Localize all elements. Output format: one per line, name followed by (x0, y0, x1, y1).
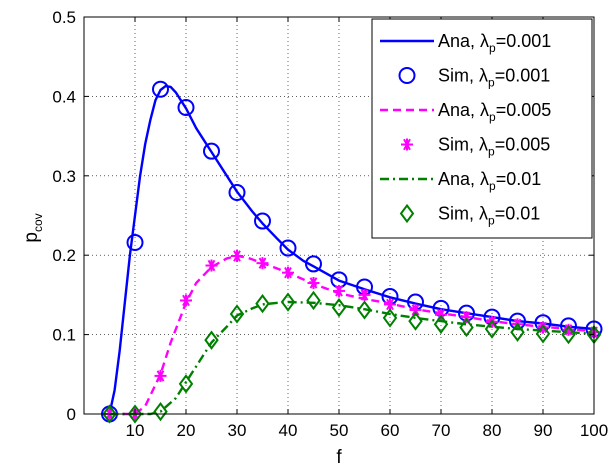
y-tick-label: 0.1 (52, 326, 76, 345)
data-point-diamond (331, 297, 347, 318)
x-tick-label: 70 (432, 421, 451, 440)
data-point-circle (279, 239, 297, 257)
data-point-circle (152, 80, 169, 98)
data-point-asterisk (256, 257, 269, 270)
series-layer (101, 80, 603, 424)
data-point-diamond (510, 322, 525, 342)
legend-entry-3: Sim, λp=0.005 (401, 135, 550, 159)
series-2 (109, 254, 595, 416)
legend-entry-0: Ana, λp=0.001 (380, 31, 551, 55)
legend-entry-2: Ana, λp=0.005 (380, 100, 551, 124)
series-3 (103, 249, 600, 420)
data-point-circle (126, 233, 144, 251)
legend-label: Ana, λp=0.005 (438, 100, 551, 124)
data-point-diamond (561, 324, 576, 345)
series-line (108, 84, 595, 415)
data-point-diamond (382, 308, 398, 328)
data-point-asterisk (358, 288, 371, 301)
data-point-diamond (408, 311, 423, 331)
legend-label: Sim, λp=0.005 (438, 135, 550, 159)
y-tick-label: 0.3 (52, 167, 76, 186)
data-point-diamond (535, 324, 551, 344)
legend-entry-4: Ana, λp=0.01 (380, 169, 541, 193)
x-tick-label: 90 (534, 421, 553, 440)
x-tick-label: 30 (228, 421, 247, 440)
x-axis-label: f (336, 447, 342, 468)
x-tick-label: 100 (580, 421, 608, 440)
data-point-diamond (399, 203, 415, 224)
data-point-diamond (204, 330, 219, 350)
series-0 (108, 84, 595, 415)
data-point-asterisk (154, 369, 167, 382)
data-point-asterisk (282, 266, 294, 279)
y-tick-label: 0.5 (52, 8, 76, 27)
data-point-asterisk (180, 294, 192, 307)
data-point-diamond (357, 300, 372, 320)
data-point-circle (398, 67, 416, 84)
data-point-asterisk (401, 138, 413, 151)
data-point-asterisk (307, 276, 320, 289)
data-point-diamond (459, 317, 474, 338)
data-point-diamond (255, 293, 270, 314)
legend-label: Ana, λp=0.001 (438, 31, 551, 55)
data-point-diamond (127, 404, 143, 424)
data-point-diamond (433, 314, 449, 334)
data-point-asterisk (333, 284, 345, 297)
data-point-diamond (306, 290, 321, 311)
legend-label: Sim, λp=0.001 (438, 66, 550, 90)
data-point-circle (254, 212, 271, 230)
data-point-diamond (280, 292, 296, 312)
series-5 (102, 290, 602, 424)
y-tick-label: 0.4 (52, 87, 76, 106)
y-axis-label-sub: cov (31, 213, 45, 232)
data-point-circle (203, 142, 220, 160)
x-tick-label: 60 (381, 421, 400, 440)
axis-ticks: 10 20 30 40 50 60 70 80 90 100 0 0.1 0.2 0.3 0.4 0.5 (52, 8, 608, 440)
legend-label: Ana, λp=0.01 (438, 169, 541, 193)
data-point-diamond (484, 319, 500, 339)
data-point-circle (228, 183, 246, 201)
data-point-asterisk (205, 259, 218, 272)
y-tick-label: 0.2 (52, 246, 76, 265)
data-point-asterisk (562, 323, 575, 336)
data-point-diamond (102, 404, 117, 424)
x-tick-label: 50 (330, 421, 349, 440)
data-point-circle (177, 99, 195, 117)
data-point-asterisk (231, 249, 243, 262)
data-point-diamond (178, 374, 194, 394)
legend-label: Sim, λp=0.01 (438, 204, 540, 228)
legend-box (371, 18, 593, 239)
svg-text:pcov: pcov (21, 213, 45, 242)
data-point-diamond (153, 401, 168, 422)
y-axis-label: pcov (21, 213, 45, 242)
y-axis-label-main: p (21, 232, 42, 243)
series-line (109, 254, 595, 416)
y-tick-label: 0 (67, 405, 76, 424)
legend-entry-5: Sim, λp=0.01 (399, 203, 540, 228)
legend-entry-1: Sim, λp=0.001 (398, 66, 550, 90)
x-tick-label: 40 (279, 421, 298, 440)
data-point-diamond (229, 304, 245, 324)
x-tick-label: 10 (126, 421, 145, 440)
legend: Ana, λp=0.001 Sim, λp=0.001 Ana, λp=0.005 S… (371, 18, 593, 239)
x-tick-label: 20 (177, 421, 196, 440)
data-point-circle (305, 255, 322, 273)
x-tick-label: 80 (483, 421, 502, 440)
